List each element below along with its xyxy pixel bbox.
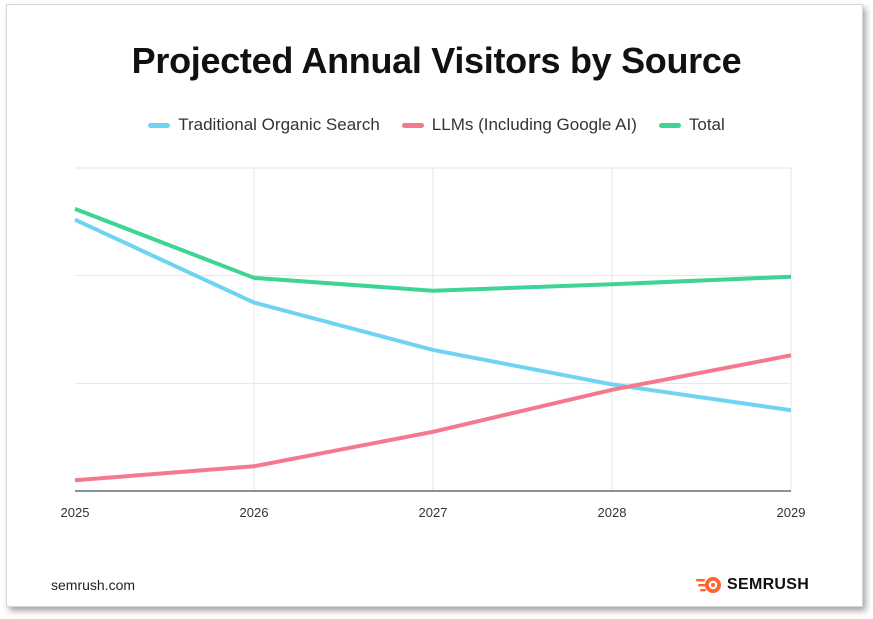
x-tick-label: 2025	[61, 505, 90, 520]
legend-label-llms: LLMs (Including Google AI)	[431, 115, 637, 134]
legend-swatch-total	[658, 122, 681, 128]
legend-label-total: Total	[688, 115, 725, 134]
source-url: semrush.com	[51, 577, 136, 593]
legend-label-organic: Traditional Organic Search	[178, 115, 380, 134]
series-line-total	[74, 207, 792, 293]
series-line-llms	[74, 353, 792, 483]
legend-item-organic: Traditional Organic Search	[148, 115, 380, 135]
chart-legend: Traditional Organic Search LLMs (Includi…	[0, 115, 873, 135]
x-tick-label: 2027	[419, 505, 448, 520]
legend-swatch-llms	[401, 122, 424, 128]
legend-item-llms: LLMs (Including Google AI)	[401, 115, 637, 135]
legend-swatch-organic	[148, 122, 171, 128]
series-line-organic	[74, 217, 792, 413]
semrush-wordmark: SEMRUSH	[727, 576, 810, 593]
x-tick-label: 2028	[598, 505, 627, 520]
legend-item-total: Total	[658, 115, 725, 135]
semrush-flame-icon	[696, 577, 721, 593]
semrush-logo: SEMRUSH	[696, 575, 809, 595]
x-tick-label: 2026	[240, 505, 269, 520]
chart-title: Projected Annual Visitors by Source	[131, 40, 742, 81]
chart-card	[6, 4, 863, 607]
x-tick-label: 2029	[777, 505, 806, 520]
